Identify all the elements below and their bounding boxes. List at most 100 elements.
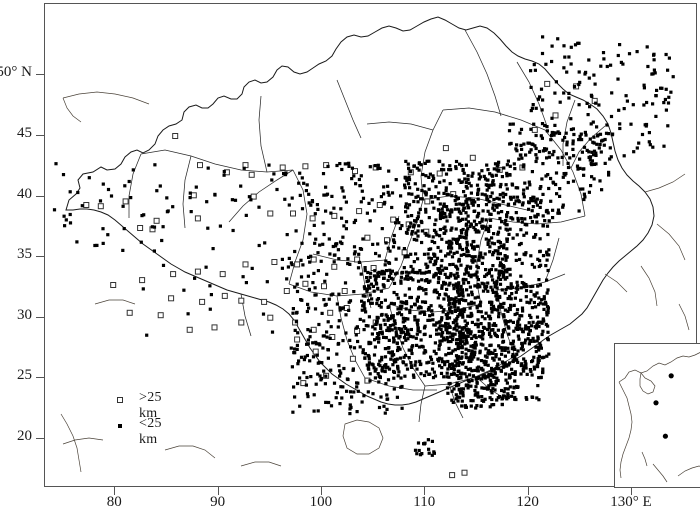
marker-filled-dot [461,340,465,344]
marker-filled-dot [418,330,422,334]
marker-filled-dot [498,252,502,256]
marker-filled-dot [489,380,493,384]
marker-filled-dot [374,322,378,326]
marker-filled-dot [360,400,364,404]
marker-filled-dot [477,230,481,234]
marker-filled-dot [490,174,495,178]
marker-filled-dot [490,288,495,292]
marker-filled-dot [317,360,321,364]
marker-filled-dot [406,337,410,341]
marker-filled-dot [305,183,309,187]
marker-filled-dot [445,275,449,279]
marker-filled-dot [464,355,468,360]
marker-filled-dot [415,452,419,456]
marker-filled-dot [454,165,458,169]
marker-filled-dot [394,333,398,337]
marker-filled-dot [599,150,603,154]
marker-filled-dot [140,214,144,218]
marker-filled-dot [408,186,412,190]
marker-filled-dot [367,284,371,288]
marker-filled-dot [353,218,358,222]
marker-filled-dot [461,278,465,282]
marker-filled-dot [512,303,516,307]
marker-filled-dot [411,225,416,229]
marker-filled-dot [589,161,593,166]
marker-filled-dot [413,303,417,307]
marker-filled-dot [63,224,67,228]
marker-filled-dot [303,355,307,359]
marker-filled-dot [463,372,467,376]
marker-filled-dot [371,284,375,288]
marker-filled-dot [462,252,466,257]
marker-filled-dot [482,399,486,403]
marker-filled-dot [420,240,424,245]
marker-filled-dot [293,249,297,254]
marker-filled-dot [291,311,295,315]
marker-filled-dot [433,241,437,245]
marker-filled-dot [399,194,403,198]
marker-filled-dot [509,282,513,286]
marker-filled-dot [577,70,581,74]
marker-filled-dot [300,241,304,245]
marker-filled-dot [500,257,505,261]
marker-filled-dot [481,337,485,341]
marker-filled-dot [645,100,649,105]
marker-filled-dot [386,246,390,250]
marker-filled-dot [460,235,464,239]
marker-filled-dot [272,172,276,176]
marker-filled-dot [556,208,561,212]
marker-filled-dot [647,140,651,144]
marker-filled-dot [341,385,345,389]
marker-filled-dot [514,397,518,402]
marker-filled-dot [488,396,492,400]
marker-filled-dot [401,300,405,304]
marker-filled-dot [480,377,484,381]
marker-filled-dot [451,334,455,338]
marker-filled-dot [513,296,517,300]
marker-filled-dot [487,326,491,330]
marker-filled-dot [497,246,501,250]
marker-filled-dot [397,221,401,225]
marker-filled-dot [500,220,504,224]
marker-filled-dot [379,305,383,309]
marker-filled-dot [467,373,472,377]
marker-filled-dot [549,138,553,142]
marker-filled-dot [456,289,460,293]
marker-filled-dot [651,145,655,149]
marker-filled-dot [537,376,541,380]
marker-filled-dot [368,379,372,383]
marker-filled-dot [322,369,326,373]
marker-filled-dot [455,361,459,365]
marker-filled-dot [342,224,346,228]
marker-filled-dot [482,326,486,330]
marker-filled-dot [513,370,517,374]
marker-filled-dot [497,197,501,201]
marker-filled-dot [355,381,359,385]
marker-filled-dot [380,366,385,370]
marker-filled-dot [305,353,309,358]
marker-filled-dot [669,90,673,94]
marker-filled-dot [445,219,449,223]
marker-filled-dot [424,262,428,266]
marker-filled-dot [583,130,587,134]
marker-filled-dot [635,146,639,150]
marker-filled-dot [508,294,512,299]
marker-filled-dot [473,296,477,300]
marker-filled-dot [551,208,555,212]
marker-filled-dot [373,269,377,273]
marker-filled-dot [409,327,413,332]
marker-filled-dot [495,365,499,369]
marker-filled-dot [456,284,460,288]
marker-filled-dot [338,308,342,312]
marker-filled-dot [409,221,413,225]
marker-filled-dot [521,201,525,205]
marker-filled-dot [496,308,500,312]
marker-filled-dot [527,180,531,184]
marker-filled-dot [367,361,371,365]
marker-filled-dot [498,346,502,350]
marker-filled-dot [371,242,375,246]
marker-filled-dot [451,283,456,287]
marker-filled-dot [529,369,533,373]
marker-filled-dot [477,375,481,380]
marker-filled-dot [480,192,484,196]
